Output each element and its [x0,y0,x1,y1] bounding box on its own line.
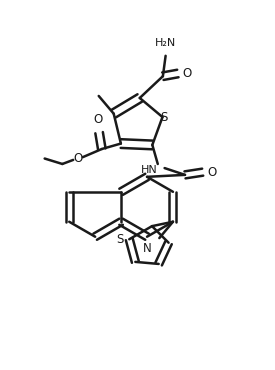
Text: O: O [73,152,82,165]
Text: O: O [208,166,217,179]
Text: S: S [116,233,124,246]
Text: N: N [143,242,152,255]
Text: S: S [160,111,167,124]
Text: O: O [93,113,102,126]
Text: HN: HN [141,165,158,175]
Text: H₂N: H₂N [155,38,176,48]
Text: O: O [182,67,191,80]
